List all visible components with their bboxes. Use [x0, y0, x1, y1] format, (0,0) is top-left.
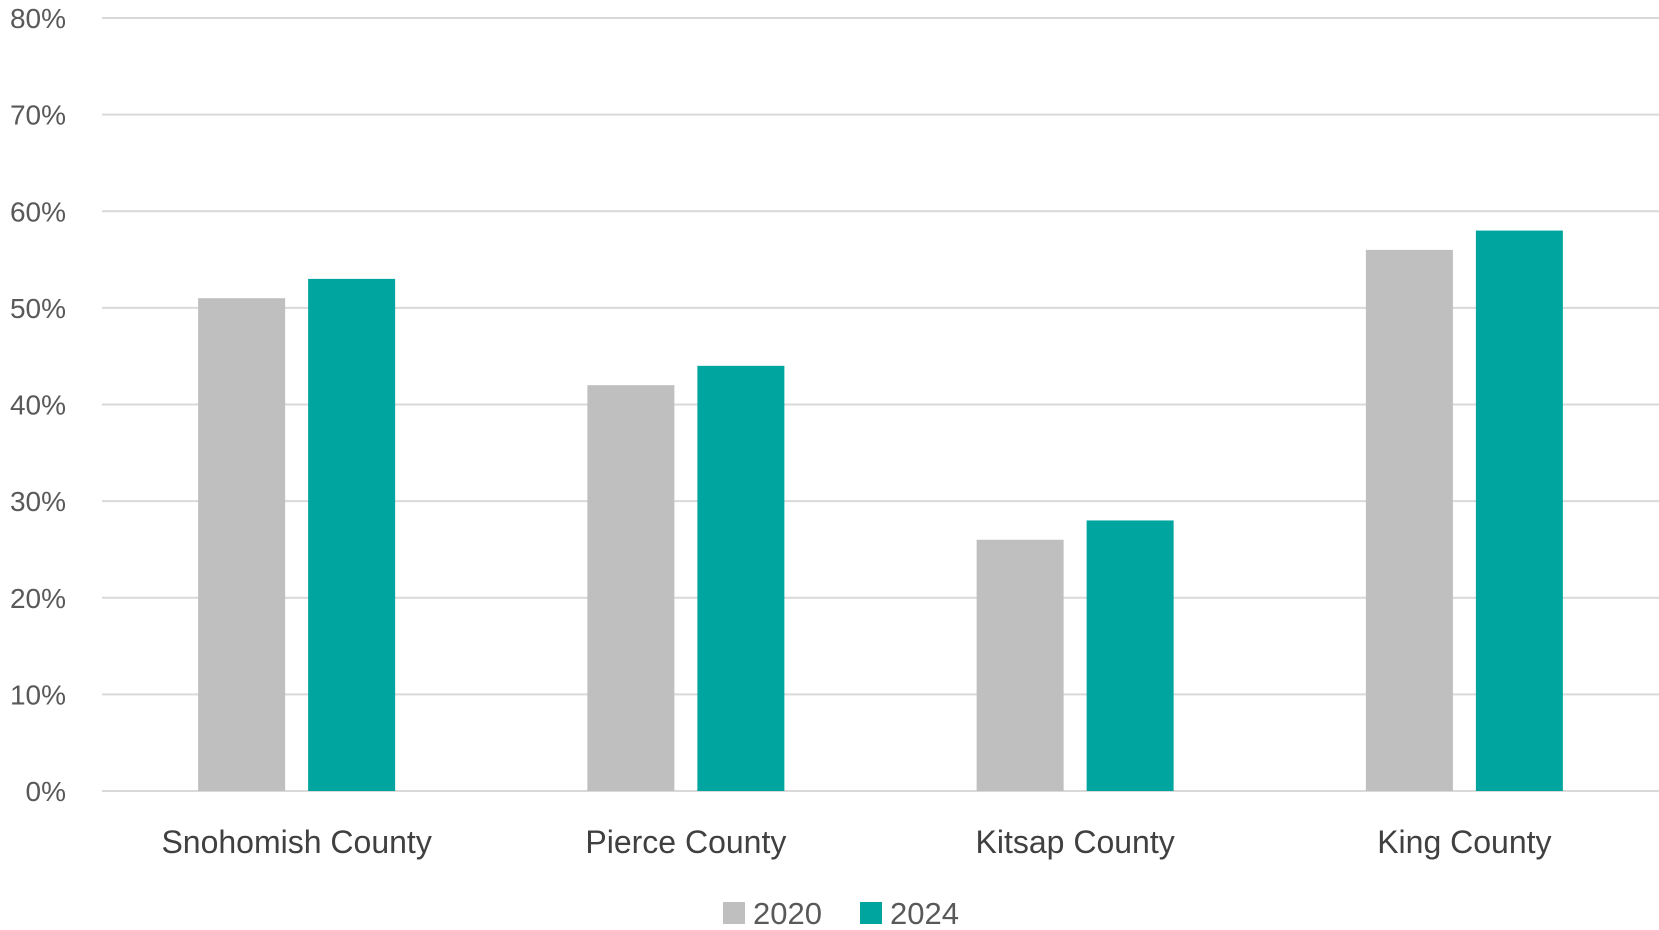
legend: 2020 2024: [723, 896, 959, 930]
y-tick-label: 30%: [10, 486, 66, 517]
legend-label-2020: 2020: [753, 896, 822, 930]
x-category-label: Pierce County: [585, 824, 786, 860]
y-tick-label: 50%: [10, 293, 66, 324]
bar-2024-king-county: [1475, 230, 1563, 791]
y-tick-label: 60%: [10, 196, 66, 227]
x-category-label: Kitsap County: [976, 824, 1175, 860]
bar-2024-kitsap-county: [1086, 520, 1174, 791]
y-tick-label: 10%: [10, 679, 66, 710]
x-category-label: Snohomish County: [161, 824, 431, 860]
bar-2024-snohomish-county: [308, 278, 396, 791]
y-tick-label: 70%: [10, 100, 66, 131]
bar-2020-king-county: [1365, 249, 1453, 791]
x-category-label: King County: [1377, 824, 1551, 860]
bar-2020-kitsap-county: [976, 539, 1064, 791]
y-axis-tick-labels: 0% 10% 20% 30% 40% 50% 60% 70% 80%: [10, 3, 66, 807]
bar-2020-snohomish-county: [198, 298, 286, 791]
bar-2020-pierce-county: [587, 385, 675, 791]
y-tick-label: 0%: [26, 776, 66, 807]
legend-swatch-2024: [860, 902, 882, 924]
y-tick-label: 20%: [10, 583, 66, 614]
bar-2024-pierce-county: [697, 365, 785, 791]
y-tick-label: 40%: [10, 390, 66, 421]
x-axis-category-labels: Snohomish County Pierce County Kitsap Coun…: [161, 824, 1551, 860]
bars: [198, 230, 1563, 791]
y-tick-label: 80%: [10, 3, 66, 34]
legend-label-2024: 2024: [890, 896, 959, 930]
legend-swatch-2020: [723, 902, 745, 924]
